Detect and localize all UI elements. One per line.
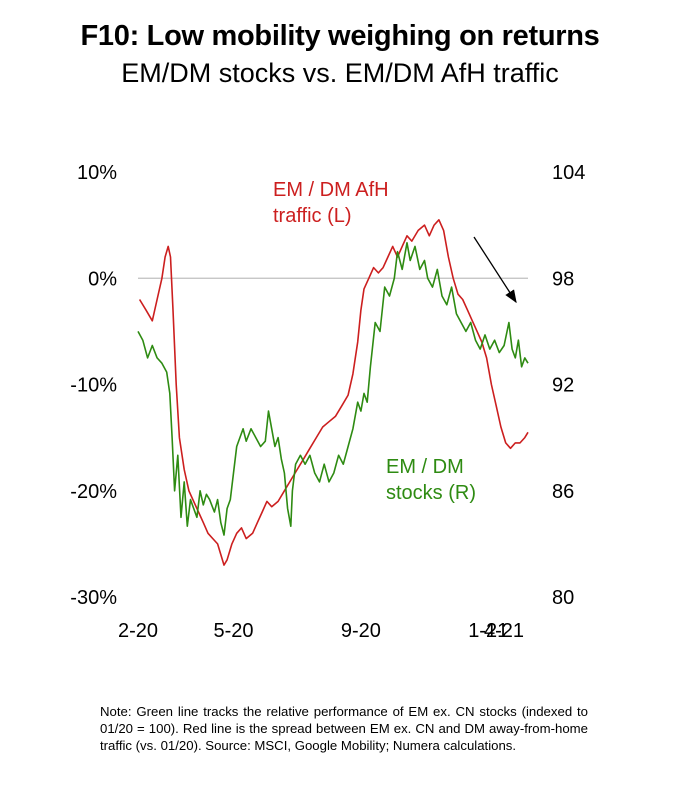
chart-area: 10% 0% -10% -20% -30% 104 98 92 86 80 2-20 5-20 9-20… xyxy=(70,162,585,642)
chart-title: F10: Low mobility weighing on returns xyxy=(80,20,600,52)
afh-traffic-annotation: traffic (L) xyxy=(273,205,352,227)
x-axis-tick-label: 4-21 xyxy=(484,620,524,642)
left-axis-tick-label: -30% xyxy=(70,587,117,609)
chart-note: Note: Green line tracks the relative per… xyxy=(100,704,588,753)
right-axis-tick-label: 98 xyxy=(552,268,574,290)
trend-arrow xyxy=(473,236,517,304)
x-axis-tick-label: 1-21 xyxy=(468,620,508,642)
left-axis-tick-label: 10% xyxy=(77,162,117,184)
x-axis-tick-label: 2-20 xyxy=(118,620,158,642)
stocks-annotation: stocks (R) xyxy=(386,482,476,504)
stocks-annotation: EM / DM xyxy=(386,456,464,478)
right-axis-tick-label: 86 xyxy=(552,481,574,503)
x-axis-tick-label: 9-20 xyxy=(341,620,381,642)
stocks-line xyxy=(137,242,529,536)
right-axis-tick-label: 92 xyxy=(552,375,574,397)
right-axis-tick-label: 80 xyxy=(552,587,574,609)
afh-traffic-annotation: EM / DM AfH xyxy=(273,179,389,201)
x-axis-tick-label: 5-20 xyxy=(213,620,253,642)
left-axis-tick-label: 0% xyxy=(88,268,117,290)
right-axis-tick-label: 104 xyxy=(552,162,585,184)
chart-subtitle: EM/DM stocks vs. EM/DM AfH traffic xyxy=(121,58,559,88)
afh-traffic-line xyxy=(138,219,529,566)
left-axis-tick-label: -10% xyxy=(70,375,117,397)
left-axis-tick-label: -20% xyxy=(70,481,117,503)
